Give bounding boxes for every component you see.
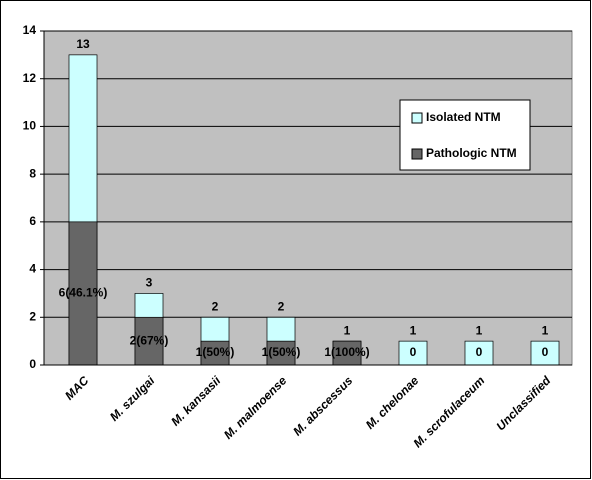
- y-tick-label: 4: [29, 262, 36, 276]
- value-label: 1: [476, 323, 483, 337]
- value-label: 1(100%): [324, 345, 369, 359]
- plot-area: [43, 30, 573, 366]
- y-tick-label: 10: [23, 119, 37, 133]
- value-label: 13: [76, 37, 90, 51]
- y-tick-label: 2: [29, 309, 36, 323]
- value-label: 0: [410, 345, 417, 359]
- legend-label: Pathologic NTM: [426, 146, 517, 160]
- value-label: 1: [542, 323, 549, 337]
- value-label: 0: [542, 345, 549, 359]
- value-label: 2(67%): [130, 333, 169, 347]
- value-label: 1: [344, 323, 351, 337]
- y-tick-label: 12: [23, 71, 37, 85]
- value-label: 1(50%): [262, 345, 301, 359]
- legend-swatch: [411, 148, 423, 160]
- value-label: 0: [476, 345, 483, 359]
- bar: [68, 221, 98, 366]
- value-label: 2: [212, 299, 219, 313]
- y-tick-label: 0: [29, 357, 36, 371]
- y-tick-label: 6: [29, 214, 36, 228]
- legend-swatch: [411, 112, 423, 124]
- value-label: 6(46.1%): [59, 286, 108, 300]
- y-tick-label: 8: [29, 166, 36, 180]
- value-label: 1(50%): [196, 345, 235, 359]
- y-tick-label: 14: [23, 23, 37, 37]
- value-label: 1: [410, 323, 417, 337]
- value-label: 3: [146, 276, 153, 290]
- legend-label: Isolated NTM: [426, 110, 501, 124]
- value-label: 2: [278, 299, 285, 313]
